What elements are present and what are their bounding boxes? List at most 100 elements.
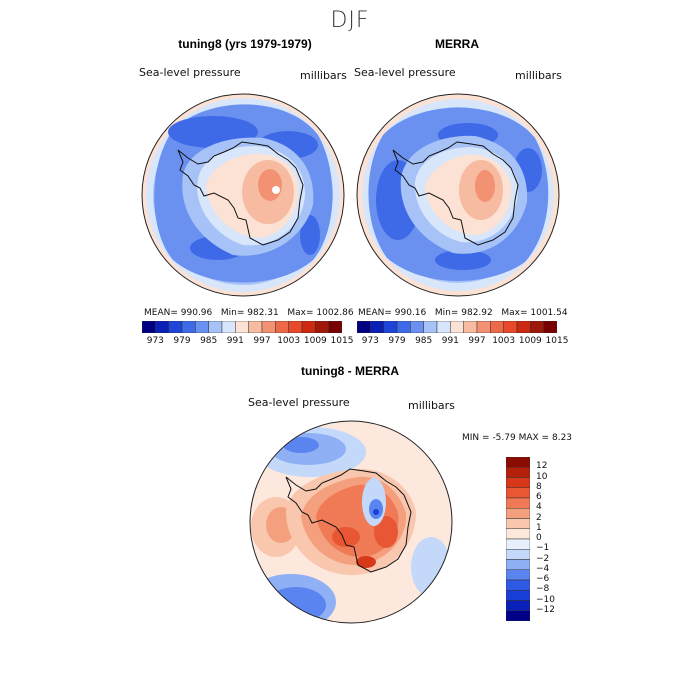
obs-max-value: 1001.54: [530, 308, 568, 318]
obs-mean-value: 990.16: [394, 308, 427, 318]
obs-max-label: Max=: [501, 308, 528, 318]
model-colorbar-tick-label: 979: [173, 336, 191, 346]
diff-colorbar-swatch: [506, 559, 530, 570]
diff-colorbar-tick-label: −6: [536, 574, 550, 584]
model-units-label: millibars: [300, 69, 347, 82]
diff-colorbar-swatch: [506, 610, 530, 621]
obs-colorbar-swatch: [530, 321, 544, 333]
obs-units-label: millibars: [515, 69, 562, 82]
model-polar-map: [141, 93, 345, 297]
model-min-value: 982.31: [247, 308, 279, 318]
model-colorbar-swatch: [235, 321, 249, 333]
obs-colorbar-swatch: [463, 321, 478, 333]
model-colorbar-tick-label: 1015: [330, 336, 354, 346]
diff-colorbar-swatch: [506, 579, 530, 591]
model-stats: MEAN= 990.96 Min= 982.31 Max= 1002.86: [144, 308, 354, 318]
diff-colorbar-swatch: [506, 590, 530, 601]
model-mean-label: MEAN=: [144, 308, 178, 318]
diff-colorbar-tick-label: −2: [536, 553, 550, 564]
model-colorbar-swatch: [195, 321, 209, 333]
model-colorbar-swatch: [261, 321, 276, 333]
model-colorbar-swatch: [328, 321, 342, 333]
model-max-label: Max=: [287, 308, 314, 318]
diff-colorbar-tick-label: 2: [536, 512, 542, 523]
obs-colorbar-tick-label: 1003: [492, 336, 516, 346]
obs-mean-label: MEAN=: [358, 308, 392, 318]
obs-colorbar-tick-label: 1009: [518, 336, 542, 346]
model-colorbar: [142, 321, 342, 333]
obs-panel-title: MERRA: [435, 37, 479, 51]
diff-colorbar-tick-label: 1: [536, 522, 542, 533]
obs-colorbar-swatch: [396, 321, 411, 333]
model-colorbar-tick-label: 985: [200, 336, 218, 346]
diff-colorbar-swatch: [506, 508, 530, 519]
diff-colorbar-tick-label: 4: [536, 502, 542, 513]
diff-min-value: -5.79: [492, 433, 516, 443]
model-mean-value: 990.96: [180, 308, 213, 318]
obs-colorbar-swatch: [503, 321, 518, 333]
diff-colorbar-swatch: [506, 487, 530, 499]
obs-colorbar-tick-label: 973: [361, 336, 379, 346]
obs-colorbar-tick-label: 991: [441, 336, 459, 346]
obs-stats: MEAN= 990.16 Min= 982.92 Max= 1001.54: [358, 308, 568, 318]
diff-colorbar-tick-label: 0: [536, 533, 542, 543]
diff-min-label: MIN =: [462, 433, 490, 443]
season-title: DJF: [330, 8, 370, 33]
diff-max-label: MAX =: [518, 433, 550, 443]
obs-colorbar: [357, 321, 557, 333]
obs-colorbar-tick-label: 1015: [545, 336, 569, 346]
obs-colorbar-swatch: [490, 321, 504, 333]
diff-variable-label: Sea-level pressure: [248, 396, 350, 409]
diff-colorbar-swatch: [506, 518, 530, 529]
diff-colorbar-swatch: [506, 528, 530, 540]
model-colorbar-swatch: [221, 321, 236, 333]
obs-colorbar-tick-label: 979: [388, 336, 406, 346]
diff-polar-map: [249, 420, 453, 624]
diff-colorbar-tick-label: −8: [536, 584, 550, 595]
obs-colorbar-swatch: [383, 321, 398, 333]
model-colorbar-swatch: [155, 321, 169, 333]
obs-colorbar-swatch: [423, 321, 438, 333]
diff-units-label: millibars: [408, 399, 455, 412]
diff-colorbar-tick-label: −4: [536, 563, 550, 574]
model-min-label: Min=: [220, 308, 245, 318]
obs-variable-label: Sea-level pressure: [354, 66, 456, 79]
diff-colorbar-swatch: [506, 457, 530, 468]
diff-max-value: 8.23: [551, 433, 573, 443]
model-colorbar-swatch: [315, 321, 329, 333]
obs-colorbar-tick-label: 997: [468, 336, 486, 346]
model-variable-label: Sea-level pressure: [139, 66, 241, 79]
diff-colorbar-swatch: [506, 549, 530, 560]
diff-minmax: MIN = -5.79 MAX = 8.23: [462, 433, 572, 443]
model-colorbar-swatch: [288, 321, 303, 333]
model-colorbar-swatch: [142, 321, 156, 333]
diff-colorbar-swatch: [506, 477, 530, 488]
model-colorbar-swatch: [181, 321, 196, 333]
diff-colorbar-tick-label: 10: [536, 471, 548, 482]
diff-colorbar-swatch: [506, 569, 530, 581]
obs-polar-map: [356, 93, 560, 297]
diff-colorbar-swatch: [506, 467, 530, 478]
diff-colorbar: [506, 457, 530, 621]
obs-colorbar-swatch: [410, 321, 424, 333]
obs-colorbar-swatch: [543, 321, 557, 333]
model-colorbar-swatch: [275, 321, 289, 333]
model-colorbar-tick-label: 973: [146, 336, 164, 346]
obs-colorbar-swatch: [436, 321, 451, 333]
model-colorbar-swatch: [208, 321, 223, 333]
obs-colorbar-swatch: [370, 321, 384, 333]
model-colorbar-tick-label: 997: [253, 336, 271, 346]
diff-colorbar-tick-label: 12: [536, 461, 548, 472]
diff-colorbar-tick-label: −12: [536, 604, 555, 615]
diff-panel-title: tuning8 - MERRA: [301, 364, 399, 378]
obs-colorbar-swatch: [476, 321, 491, 333]
diff-colorbar-swatch: [506, 600, 530, 611]
obs-colorbar-swatch: [357, 321, 371, 333]
model-colorbar-ticks: 973 979 985 991 997 1003 1009 1015: [142, 336, 354, 348]
model-panel-title: tuning8 (yrs 1979-1979): [178, 37, 312, 51]
obs-min-value: 982.92: [461, 308, 493, 318]
model-colorbar-tick-label: 1009: [303, 336, 327, 346]
model-colorbar-tick-label: 1003: [277, 336, 301, 346]
model-colorbar-swatch: [301, 321, 316, 333]
obs-colorbar-ticks: 973 979 985 991 997 1003 1009 1015: [357, 336, 569, 348]
